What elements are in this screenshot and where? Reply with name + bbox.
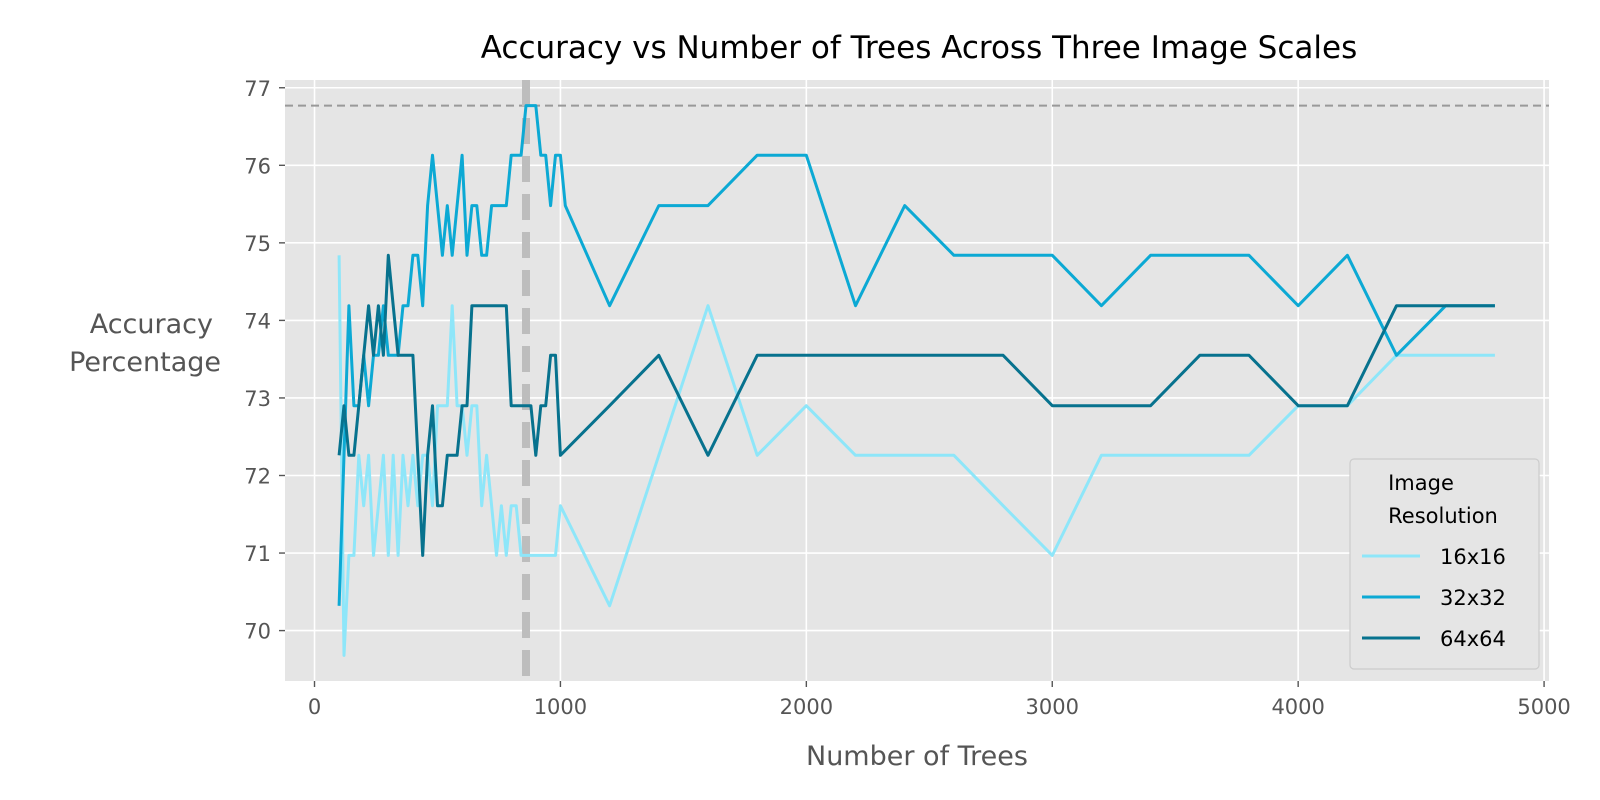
series-line-32x32 (337, 104, 1495, 606)
series-line-64x64 (337, 253, 1495, 557)
y-tick-label: 72 (244, 464, 271, 488)
x-axis-label: Number of Trees (806, 741, 1028, 772)
legend: Image Resolution 16x16 32x32 64x64 (1349, 458, 1540, 670)
x-axis-ticks: 0 1000 2000 3000 4000 5000 (308, 681, 1571, 719)
x-tick-label: 3000 (1026, 695, 1079, 719)
y-tick-label: 75 (244, 232, 271, 256)
legend-label-64x64: 64x64 (1440, 627, 1506, 651)
y-tick-label: 71 (244, 542, 271, 566)
series-layer (337, 104, 1495, 657)
y-tick-label: 76 (244, 154, 271, 178)
y-tick-label: 74 (244, 309, 271, 333)
y-axis-ticks: 70 71 72 73 74 75 76 77 (244, 77, 285, 644)
chart-title: Accuracy vs Number of Trees Across Three… (481, 30, 1357, 66)
reference-lines (285, 80, 1549, 681)
series-line-16x16 (337, 255, 1495, 657)
plot-area (285, 80, 1549, 681)
x-tick-label: 2000 (780, 695, 833, 719)
x-tick-label: 4000 (1271, 695, 1324, 719)
legend-label-32x32: 32x32 (1440, 586, 1506, 610)
y-tick-label: 77 (244, 77, 271, 101)
x-tick-label: 0 (308, 695, 321, 719)
y-axis-label-line-1: Accuracy (90, 309, 213, 340)
legend-label-16x16: 16x16 (1440, 545, 1506, 569)
x-tick-label: 5000 (1517, 695, 1570, 719)
legend-entries: 16x16 32x32 64x64 (1362, 545, 1506, 651)
y-tick-label: 70 (244, 620, 271, 644)
legend-title-line-1: Image (1388, 471, 1454, 495)
legend-title-line-2: Resolution (1388, 504, 1498, 528)
y-axis-label-line-2: Percentage (69, 347, 221, 378)
legend-box (1349, 458, 1540, 670)
x-tick-label: 1000 (534, 695, 587, 719)
y-tick-label: 73 (244, 387, 271, 411)
